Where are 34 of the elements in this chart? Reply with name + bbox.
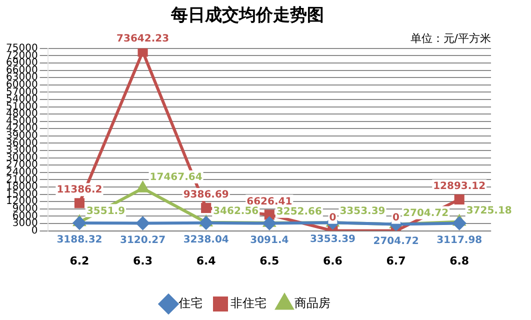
- x-tick-label: 6.4: [196, 254, 216, 268]
- data-label: 3353.39: [340, 206, 386, 218]
- data-label: 17467.64: [150, 172, 202, 183]
- data-label: 3725.18: [466, 205, 512, 216]
- x-tick-label: 6.8: [450, 254, 470, 268]
- x-tick-label: 6.3: [133, 254, 153, 268]
- data-label: 3238.04: [183, 234, 229, 246]
- data-label: 3188.32: [56, 234, 102, 246]
- chart-title: 每日成交均价走势图: [170, 6, 324, 26]
- data-label: 0: [392, 212, 400, 224]
- data-label: 2704.72: [373, 236, 419, 247]
- data-label: 0: [329, 212, 336, 224]
- x-tick-label: 6.2: [70, 254, 90, 268]
- data-label: 3551.9: [86, 206, 126, 217]
- data-label: 3120.27: [120, 234, 166, 246]
- x-tick-label: 6.5: [260, 254, 280, 268]
- y-tick-label: 0: [31, 225, 38, 236]
- data-label: 2704.72: [403, 208, 449, 219]
- data-label: 3353.39: [310, 234, 356, 246]
- data-label: 6626.41: [246, 196, 292, 208]
- data-label: 3117.98: [436, 234, 482, 246]
- legend-label: 住宅: [178, 296, 202, 310]
- x-tick-label: 6.6: [322, 254, 343, 268]
- x-tick-label: 6.7: [386, 254, 406, 268]
- data-label: 12893.12: [433, 181, 486, 192]
- legend-label: 商品房: [294, 296, 330, 310]
- data-label: 73642.23: [116, 33, 170, 44]
- data-label: 3252.66: [276, 206, 322, 218]
- text: 单位：元/平方米: [410, 32, 491, 45]
- data-label: 9386.69: [183, 190, 229, 201]
- legend-label: 非住宅: [230, 296, 266, 310]
- data-label: 11386.2: [56, 184, 102, 196]
- data-label: 3462.56: [213, 206, 259, 217]
- data-label: 3091.4: [250, 234, 289, 246]
